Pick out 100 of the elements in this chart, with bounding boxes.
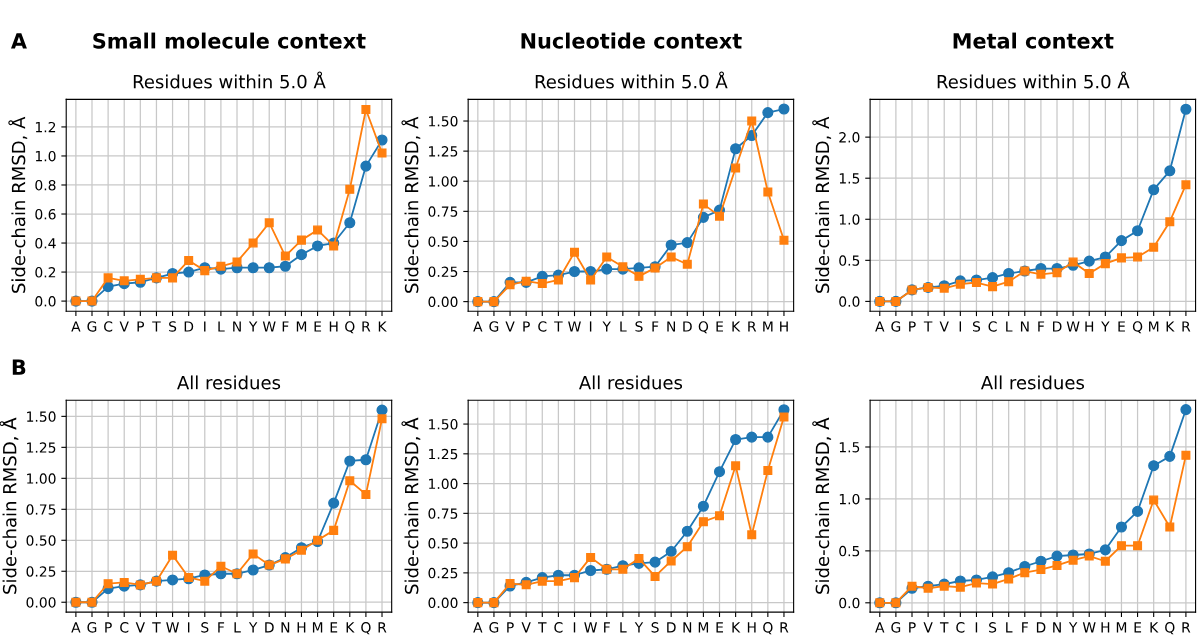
chart-subtitle: Residues within 5.0 Å xyxy=(133,71,326,89)
x-tick-label: K xyxy=(732,321,741,332)
x-tick-label: E xyxy=(314,321,322,332)
x-tick-label: S xyxy=(201,622,209,633)
x-tick-label: N xyxy=(1020,321,1029,332)
y-tick-label: 0.6 xyxy=(35,208,56,220)
y-tick-label: 0.5 xyxy=(839,255,860,266)
chart-title: Nucleotide context xyxy=(521,32,742,49)
y-axis-title: Side-chain RMSD, Å xyxy=(8,116,28,293)
y-tick-label: 1.25 xyxy=(27,442,56,453)
x-tick-label: M xyxy=(1149,321,1159,332)
x-tick-label: R xyxy=(1182,321,1191,332)
x-tick-label: R xyxy=(378,622,387,633)
y-axis-title: Side-chain RMSD, Å xyxy=(0,417,19,594)
x-tick-label: N xyxy=(1053,622,1061,633)
x-tick-label: C xyxy=(538,321,547,332)
x-tick-label: D xyxy=(184,321,194,332)
x-tick-label: V xyxy=(939,321,949,332)
chart-subtitle: All residues xyxy=(578,375,683,390)
x-tick-label: Q xyxy=(1132,321,1143,334)
chart-subtitle: Residues within 5.0 Å xyxy=(937,71,1130,89)
x-tick-label: H xyxy=(329,321,338,332)
x-tick-label: N xyxy=(233,321,241,332)
y-tick-label: 1.00 xyxy=(27,473,56,484)
x-tick-label: R xyxy=(1182,622,1191,633)
x-tick-label: C xyxy=(988,321,997,332)
x-tick-label: E xyxy=(716,622,724,633)
y-tick-label: 0.75 xyxy=(26,504,56,515)
x-tick-label: H xyxy=(1101,622,1110,633)
y-tick-label: 0.50 xyxy=(428,538,458,549)
y-tick-label: 0.2 xyxy=(35,267,56,278)
y-tick-label: 1.50 xyxy=(429,116,458,127)
x-tick-label: Y xyxy=(1068,622,1078,633)
y-tick-label: 0.25 xyxy=(428,567,458,579)
x-tick-label: L xyxy=(1006,321,1013,332)
x-tick-label: M xyxy=(763,321,773,332)
x-tick-label: T xyxy=(939,622,949,633)
chart-title: Metal context xyxy=(953,32,1114,49)
x-tick-label: T xyxy=(152,622,161,633)
chart-subtitle: All residues xyxy=(980,375,1085,390)
x-tick-label: K xyxy=(1150,622,1159,633)
x-tick-label: M xyxy=(698,622,709,633)
x-tick-label: S xyxy=(972,321,981,332)
y-tick-label: 1.00 xyxy=(429,478,458,490)
y-tick-label: 1.0 xyxy=(839,493,860,505)
y-tick-label: 0.0 xyxy=(35,296,56,307)
x-tick-label: W xyxy=(262,321,276,332)
x-tick-label: Q xyxy=(345,321,355,334)
x-tick-label: Y xyxy=(634,622,644,633)
x-tick-label: Q xyxy=(361,622,371,635)
x-tick-label: L xyxy=(234,622,241,633)
x-tick-label: S xyxy=(169,321,177,332)
x-tick-label: T xyxy=(554,321,563,332)
x-tick-label: D xyxy=(1036,622,1046,633)
chart-title: Small molecule context xyxy=(93,32,366,49)
x-tick-label: W xyxy=(1066,321,1080,332)
x-tick-label: A xyxy=(875,622,885,633)
x-tick-label: H xyxy=(747,622,756,633)
y-tick-label: 1.25 xyxy=(429,146,458,157)
x-tick-label: G xyxy=(891,321,901,332)
x-tick-label: A xyxy=(71,622,81,633)
y-axis-title: Side-chain RMSD, Å xyxy=(812,417,832,594)
y-tick-label: 1.25 xyxy=(429,448,458,460)
x-tick-label: D xyxy=(667,622,676,633)
x-tick-label: V xyxy=(923,622,933,633)
y-tick-label: 0.50 xyxy=(26,535,56,546)
x-tick-label: V xyxy=(119,321,129,332)
x-tick-label: S xyxy=(989,622,997,633)
x-tick-label: N xyxy=(667,321,676,332)
x-tick-label: Q xyxy=(1165,622,1175,635)
x-tick-label: P xyxy=(909,622,916,633)
x-tick-label: I xyxy=(187,622,190,633)
x-tick-label: Y xyxy=(248,321,258,332)
x-tick-label: P xyxy=(523,321,530,332)
x-tick-label: F xyxy=(282,321,289,332)
x-tick-label: V xyxy=(135,622,145,633)
x-tick-label: M xyxy=(1116,622,1127,633)
x-tick-label: Q xyxy=(763,622,773,635)
x-tick-label: S xyxy=(635,321,643,332)
x-tick-label: E xyxy=(1134,622,1142,633)
x-tick-label: F xyxy=(218,622,225,633)
x-tick-label: A xyxy=(71,321,81,332)
y-axis-title: Side-chain RMSD, Å xyxy=(812,116,832,293)
y-tick-label: 1.50 xyxy=(429,419,458,430)
x-tick-label: F xyxy=(652,321,659,332)
text: A xyxy=(10,33,27,49)
x-tick-label: E xyxy=(330,622,338,633)
x-tick-label: H xyxy=(1085,321,1094,332)
x-tick-label: K xyxy=(1166,321,1175,332)
x-tick-label: L xyxy=(620,321,627,332)
x-tick-label: P xyxy=(137,321,145,332)
y-tick-label: 0.0 xyxy=(839,296,860,307)
x-tick-label: K xyxy=(378,321,387,332)
x-tick-label: D xyxy=(683,321,692,332)
x-tick-label: C xyxy=(120,622,129,633)
y-tick-label: 1.2 xyxy=(35,121,56,133)
x-tick-label: S xyxy=(651,622,659,633)
x-tick-label: V xyxy=(521,622,531,633)
x-tick-label: I xyxy=(975,622,978,633)
x-tick-label: C xyxy=(104,321,113,332)
